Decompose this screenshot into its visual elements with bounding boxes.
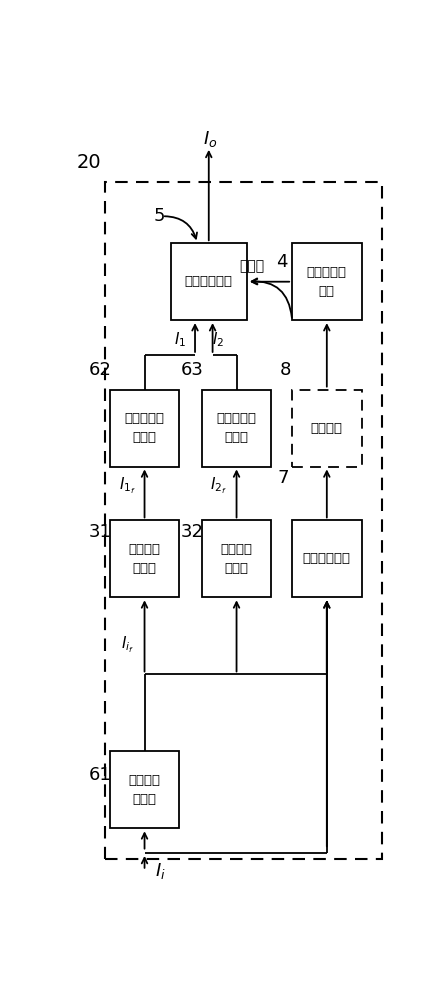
Text: 权重图: 权重图 — [240, 259, 265, 273]
Text: 强边识别模块: 强边识别模块 — [303, 552, 351, 565]
Text: 5: 5 — [153, 207, 165, 225]
Text: $I_i$: $I_i$ — [155, 861, 166, 881]
Bar — [202, 520, 271, 597]
Text: 7: 7 — [277, 469, 289, 487]
Bar — [202, 389, 271, 466]
Text: 傅立叶变
换模块: 傅立叶变 换模块 — [129, 774, 160, 806]
Text: $I_2$: $I_2$ — [212, 330, 224, 349]
Bar — [110, 751, 179, 828]
Text: $I_1$: $I_1$ — [174, 330, 186, 349]
Text: 图像融合模块: 图像融合模块 — [185, 275, 233, 288]
Text: 权重图构建
模块: 权重图构建 模块 — [307, 266, 347, 298]
Bar — [171, 243, 247, 320]
Text: 8: 8 — [280, 361, 291, 379]
Bar — [110, 520, 179, 597]
Bar — [292, 243, 362, 320]
Text: 第二带宽
滤波器: 第二带宽 滤波器 — [220, 543, 253, 575]
Bar — [110, 389, 179, 466]
Text: 20: 20 — [77, 153, 101, 172]
Text: 62: 62 — [89, 361, 112, 379]
Bar — [292, 389, 362, 466]
Text: 逆傅立叶变
换模块: 逆傅立叶变 换模块 — [125, 412, 164, 444]
Text: 31: 31 — [89, 523, 112, 541]
Text: 32: 32 — [181, 523, 204, 541]
Text: $I_{2_f}$: $I_{2_f}$ — [210, 475, 227, 496]
Text: 63: 63 — [181, 361, 204, 379]
Text: 扩张模块: 扩张模块 — [311, 422, 343, 434]
Bar — [292, 520, 362, 597]
Text: $I_{i_f}$: $I_{i_f}$ — [121, 635, 134, 655]
Bar — [105, 182, 383, 859]
Text: 逆傅立叶变
换模块: 逆傅立叶变 换模块 — [216, 412, 257, 444]
Text: 4: 4 — [276, 253, 288, 271]
Text: $I_{1_f}$: $I_{1_f}$ — [119, 475, 136, 496]
Text: $I_o$: $I_o$ — [203, 129, 218, 149]
Text: 61: 61 — [89, 766, 112, 784]
Text: 第一带宽
滤波器: 第一带宽 滤波器 — [129, 543, 160, 575]
